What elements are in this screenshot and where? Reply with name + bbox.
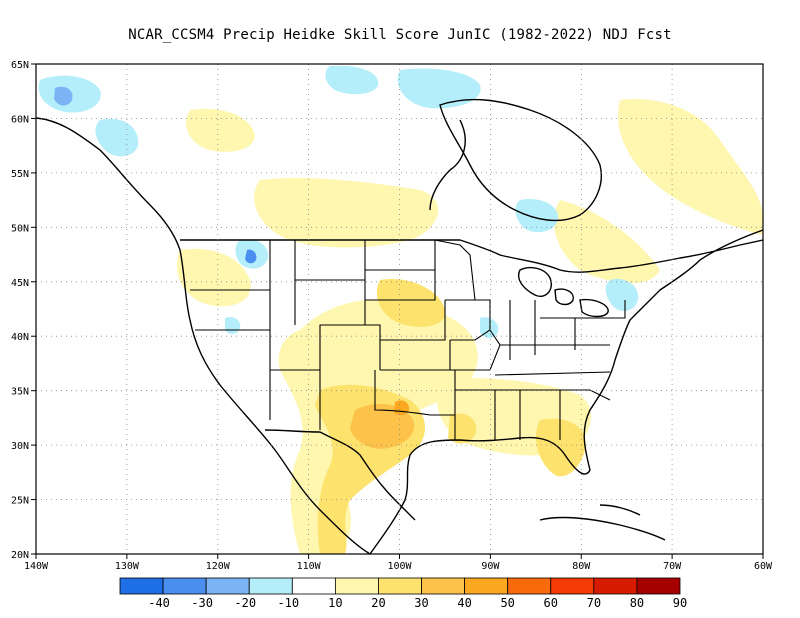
state-border bbox=[319, 324, 381, 370]
colorbar-swatch bbox=[593, 577, 638, 595]
positive-skill-area bbox=[176, 248, 251, 307]
lon-tick-label: 60W bbox=[754, 561, 773, 572]
colorbar-label: -40 bbox=[148, 596, 170, 610]
colorbar-swatch bbox=[162, 577, 207, 595]
colorbar-swatch bbox=[550, 577, 595, 595]
colorbar-label: 40 bbox=[457, 596, 471, 610]
state-border bbox=[434, 239, 476, 301]
colorbar-label: 80 bbox=[630, 596, 644, 610]
lat-tick-label: 55N bbox=[11, 169, 29, 180]
negative-skill-area bbox=[515, 199, 559, 233]
state-border bbox=[374, 370, 456, 416]
lat-tick-label: 65N bbox=[11, 60, 29, 71]
colorbar-label: 60 bbox=[544, 596, 558, 610]
colorbar-label: 10 bbox=[328, 596, 342, 610]
state-border bbox=[494, 371, 611, 376]
colorbar-swatch bbox=[248, 577, 293, 595]
lon-axis: 140W 130W 120W 110W 100W 90W 80W 70W 60W bbox=[24, 554, 773, 572]
country-border bbox=[180, 239, 763, 273]
lat-tick-label: 50N bbox=[11, 223, 29, 234]
positive-skill-area bbox=[350, 403, 415, 449]
colorbar-swatch bbox=[507, 577, 552, 595]
colorbar-swatch bbox=[119, 577, 164, 595]
positive-skill-area bbox=[254, 178, 439, 248]
lat-tick-label: 35N bbox=[11, 387, 29, 398]
negative-skill-area bbox=[95, 118, 139, 157]
state-border bbox=[365, 270, 436, 301]
coastline bbox=[369, 229, 763, 554]
lon-tick-label: 100W bbox=[387, 561, 412, 572]
state-border bbox=[560, 389, 611, 401]
positive-skill-area bbox=[618, 99, 763, 236]
positive-skill-area bbox=[186, 108, 255, 152]
lake bbox=[518, 266, 552, 297]
colorbar-swatch bbox=[291, 577, 336, 595]
positive-skill-area bbox=[535, 418, 586, 477]
colorbar-swatch bbox=[334, 577, 379, 595]
lon-tick-label: 130W bbox=[115, 561, 140, 572]
negative-skill-area bbox=[605, 279, 639, 312]
lon-tick-label: 140W bbox=[24, 561, 49, 572]
colorbar-label: 90 bbox=[673, 596, 687, 610]
lon-tick-label: 120W bbox=[206, 561, 231, 572]
lake bbox=[554, 288, 574, 306]
lat-tick-label: 40N bbox=[11, 332, 29, 343]
colorbar-label: -10 bbox=[277, 596, 299, 610]
positive-skill-area bbox=[376, 279, 446, 327]
lon-tick-label: 80W bbox=[572, 561, 591, 572]
colorbar-swatch bbox=[464, 577, 509, 595]
colorbar-label: -30 bbox=[191, 596, 213, 610]
lat-tick-label: 30N bbox=[11, 441, 29, 452]
lat-tick-label: 20N bbox=[11, 550, 29, 561]
coastline bbox=[429, 119, 466, 211]
chart-title: NCAR_CCSM4 Precip Heidke Skill Score Jun… bbox=[128, 27, 672, 43]
negative-skill-area bbox=[397, 68, 481, 109]
negative-skill-area bbox=[245, 249, 257, 264]
coastline bbox=[36, 117, 371, 554]
state-border bbox=[575, 300, 626, 319]
lat-axis: 20N 25N 30N 35N 40N 45N 50N 55N 60N 65N bbox=[11, 60, 36, 561]
colorbar-swatch bbox=[205, 577, 250, 595]
state-border bbox=[450, 329, 501, 371]
lat-tick-label: 60N bbox=[11, 114, 29, 125]
colorbar-swatch bbox=[421, 577, 466, 595]
lat-tick-label: 45N bbox=[11, 278, 29, 289]
colorbar: -40 -30 -20 -10 10 20 30 40 50 60 70 80 90 bbox=[119, 577, 687, 610]
coastline-and-borders bbox=[36, 98, 763, 554]
colorbar-swatch bbox=[636, 577, 681, 595]
coastline bbox=[439, 98, 602, 222]
colorbar-label: -20 bbox=[234, 596, 256, 610]
negative-skill-area bbox=[54, 86, 73, 106]
positive-skill-area bbox=[553, 200, 660, 284]
state-borders bbox=[190, 239, 626, 440]
lon-tick-label: 90W bbox=[481, 561, 500, 572]
coastline bbox=[539, 516, 666, 541]
colorbar-label: 20 bbox=[371, 596, 385, 610]
lon-tick-label: 70W bbox=[663, 561, 682, 572]
colorbar-label: 30 bbox=[414, 596, 428, 610]
coastline bbox=[599, 504, 641, 516]
country-border bbox=[264, 429, 416, 521]
lat-tick-label: 25N bbox=[11, 496, 29, 507]
colorbar-label: 70 bbox=[587, 596, 601, 610]
state-border bbox=[380, 300, 446, 341]
skill-shading bbox=[38, 65, 763, 554]
lon-tick-label: 110W bbox=[297, 561, 322, 572]
colorbar-label: 50 bbox=[500, 596, 514, 610]
negative-skill-area bbox=[480, 317, 499, 338]
negative-skill-area bbox=[225, 317, 241, 334]
gridlines bbox=[36, 64, 763, 554]
colorbar-swatch bbox=[378, 577, 422, 595]
negative-skill-area bbox=[325, 65, 379, 95]
lake bbox=[579, 298, 609, 318]
